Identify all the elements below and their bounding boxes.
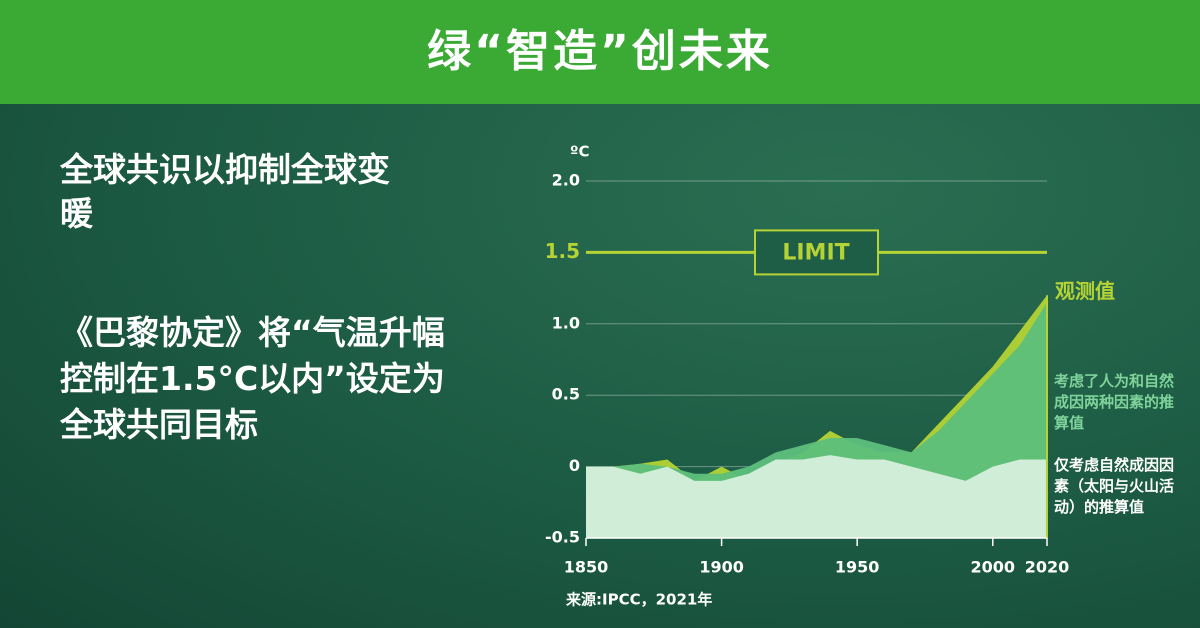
source: 来源:IPCC，2021年 (565, 591, 712, 609)
y-unit: ºC (570, 143, 589, 161)
legend-entry: 仅考虑自然成因因素（太阳与火山活动）的推算值 (1053, 456, 1174, 516)
header-title: 绿“智造”创未来 (0, 0, 1200, 104)
y-tick-label: -0.5 (545, 528, 580, 547)
legend-entry: 考虑了人为和自然成因两种因素的推算值 (1054, 372, 1174, 432)
x-tick-label: 1950 (835, 558, 880, 577)
limit-value: 1.5 (545, 239, 580, 263)
y-tick-label: 1.0 (552, 313, 580, 332)
headline: 全球共识以抑制全球变暖 (60, 150, 390, 233)
y-tick-label: 0.5 (552, 385, 580, 404)
legend-entry: 观测值 (1055, 279, 1115, 303)
y-tick-label: 2.0 (552, 171, 580, 190)
x-tick-label: 2020 (1025, 558, 1070, 577)
x-tick-label: 1850 (564, 558, 609, 577)
x-tick-label: 1900 (699, 558, 744, 577)
area (586, 455, 1047, 538)
paragraph: 《巴黎协定》将“气温升幅控制在1.5°C以内”设定为全球共同目标 (60, 313, 445, 444)
x-tick-label: 2000 (970, 558, 1015, 577)
limit-box (754, 229, 879, 276)
limit-text: LIMIT (782, 240, 849, 265)
y-tick-label: 0 (569, 456, 580, 475)
